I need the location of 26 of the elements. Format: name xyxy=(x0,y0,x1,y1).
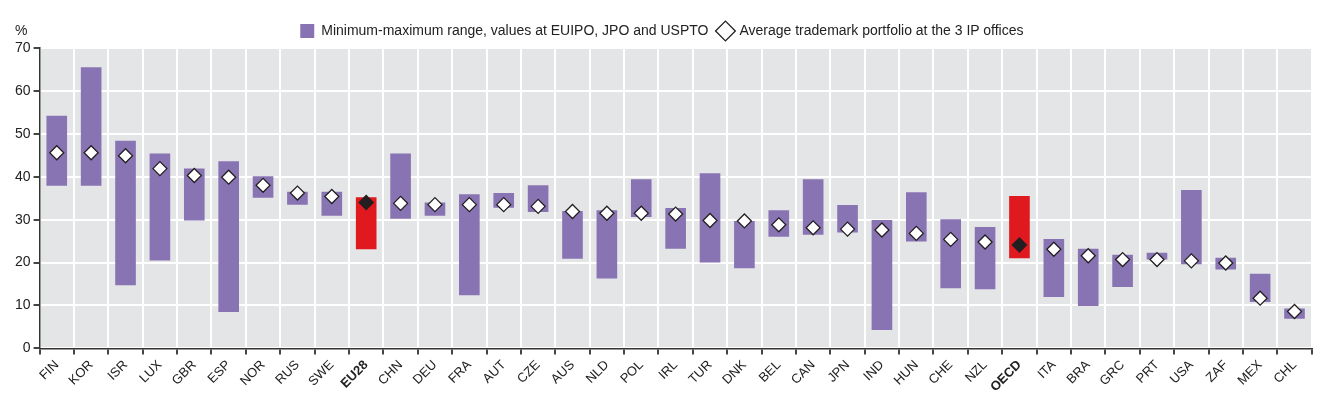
x-tick-label: NZL xyxy=(961,356,990,385)
y-tick-label: 10 xyxy=(14,296,31,313)
y-axis-title: % xyxy=(15,21,28,38)
x-tick-label: CHL xyxy=(1270,356,1300,386)
legend-label: Minimum-maximum range, values at EUIPO, JPO and USPTO xyxy=(321,21,709,38)
x-tick-label: NLD xyxy=(582,356,612,386)
x-tick-label: ITA xyxy=(1034,356,1059,382)
x-tick-label: JPN xyxy=(824,356,853,385)
x-tick-label: TUR xyxy=(685,356,715,387)
y-tick-label: 40 xyxy=(14,167,31,184)
y-tick-label: 50 xyxy=(14,124,31,141)
x-tick-label: IRL xyxy=(655,356,681,382)
x-tick-label: BEL xyxy=(755,356,784,385)
x-tick-label: IND xyxy=(860,356,887,384)
y-tick-label: 70 xyxy=(14,38,31,55)
y-tick-label: 30 xyxy=(14,210,31,227)
x-tick-label: ISR xyxy=(104,356,131,383)
y-tick-label: 0 xyxy=(22,339,31,356)
y-tick-label: 60 xyxy=(14,81,31,98)
x-tick-label: FRA xyxy=(445,356,475,386)
x-tick-label: POL xyxy=(616,356,646,386)
x-tick-label: CZE xyxy=(513,356,543,386)
x-tick-label: USA xyxy=(1166,356,1197,387)
legend-label: Average trademark portfolio at the 3 IP offices xyxy=(739,21,1024,38)
y-tick-label: 20 xyxy=(14,253,31,270)
x-tick-label: FIN xyxy=(35,356,62,383)
